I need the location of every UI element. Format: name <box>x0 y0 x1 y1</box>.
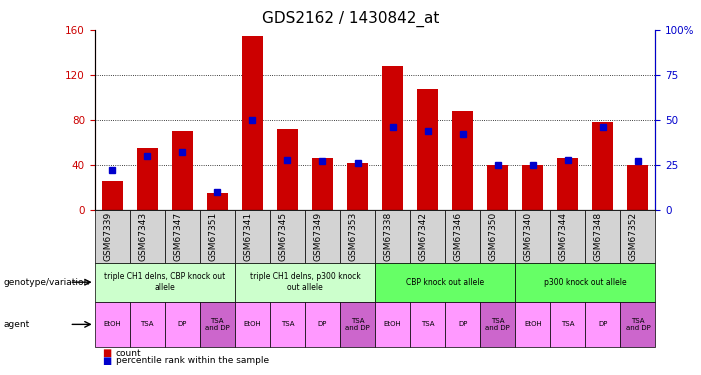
Bar <box>557 158 578 210</box>
Text: GSM67338: GSM67338 <box>383 211 393 261</box>
Text: TSA: TSA <box>140 321 154 327</box>
Text: CBP knock out allele: CBP knock out allele <box>406 278 484 286</box>
Text: count: count <box>116 349 142 358</box>
Text: GSM67351: GSM67351 <box>208 211 217 261</box>
Text: agent: agent <box>4 320 29 329</box>
Text: TSA: TSA <box>561 321 575 327</box>
Bar <box>312 158 333 210</box>
Bar <box>592 122 613 210</box>
Text: EtOH: EtOH <box>243 321 261 327</box>
Text: GDS2162 / 1430842_at: GDS2162 / 1430842_at <box>261 11 440 27</box>
Bar <box>137 148 158 210</box>
Text: GSM67346: GSM67346 <box>454 211 463 261</box>
Bar <box>522 165 543 210</box>
Text: p300 knock out allele: p300 knock out allele <box>544 278 627 286</box>
Text: EtOH: EtOH <box>524 321 542 327</box>
Text: triple CH1 delns, p300 knock
out allele: triple CH1 delns, p300 knock out allele <box>250 273 360 292</box>
Text: GSM67341: GSM67341 <box>243 211 252 261</box>
Text: GSM67350: GSM67350 <box>489 211 498 261</box>
Text: TSA
and DP: TSA and DP <box>345 318 370 331</box>
Bar <box>207 193 228 210</box>
Text: percentile rank within the sample: percentile rank within the sample <box>116 356 268 365</box>
Text: DP: DP <box>318 321 327 327</box>
Text: GSM67352: GSM67352 <box>629 211 638 261</box>
Text: triple CH1 delns, CBP knock out
allele: triple CH1 delns, CBP knock out allele <box>104 273 225 292</box>
Text: GSM67349: GSM67349 <box>313 211 322 261</box>
Text: DP: DP <box>177 321 187 327</box>
Text: EtOH: EtOH <box>383 321 402 327</box>
Text: GSM67347: GSM67347 <box>173 211 182 261</box>
Bar <box>277 129 298 210</box>
Text: ■: ■ <box>102 348 111 358</box>
Text: ■: ■ <box>102 356 111 366</box>
Bar <box>487 165 508 210</box>
Text: GSM67344: GSM67344 <box>559 211 568 261</box>
Text: TSA
and DP: TSA and DP <box>625 318 651 331</box>
Text: GSM67342: GSM67342 <box>418 211 428 261</box>
Bar <box>102 181 123 210</box>
Text: GSM67348: GSM67348 <box>594 211 603 261</box>
Text: GSM67339: GSM67339 <box>103 211 112 261</box>
Bar <box>347 163 368 210</box>
Bar <box>452 111 473 210</box>
Bar <box>242 36 263 210</box>
Text: GSM67340: GSM67340 <box>524 211 533 261</box>
Bar <box>172 131 193 210</box>
Text: GSM67353: GSM67353 <box>348 211 358 261</box>
Text: TSA: TSA <box>280 321 294 327</box>
Text: TSA: TSA <box>421 321 435 327</box>
Text: GSM67345: GSM67345 <box>278 211 287 261</box>
Text: EtOH: EtOH <box>103 321 121 327</box>
Text: DP: DP <box>458 321 468 327</box>
Text: DP: DP <box>598 321 608 327</box>
Text: GSM67343: GSM67343 <box>138 211 147 261</box>
Bar <box>382 66 403 210</box>
Bar <box>417 88 438 210</box>
Text: TSA
and DP: TSA and DP <box>485 318 510 331</box>
Text: genotype/variation: genotype/variation <box>4 278 90 286</box>
Bar <box>627 165 648 210</box>
Text: TSA
and DP: TSA and DP <box>205 318 230 331</box>
